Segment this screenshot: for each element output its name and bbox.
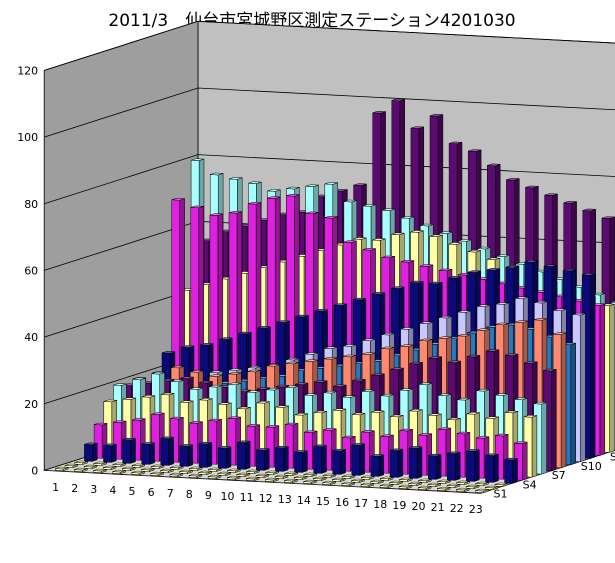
bar (123, 438, 136, 463)
bar (409, 446, 422, 478)
x-tick-label: 18 (373, 498, 387, 511)
bar (218, 446, 231, 468)
x-tick-label: 4 (109, 484, 116, 497)
bar (275, 446, 288, 471)
bar (390, 449, 403, 478)
y-tick-label: 80 (24, 198, 38, 211)
bar (142, 442, 155, 464)
bar (505, 458, 518, 483)
x-tick-label: 11 (240, 491, 254, 504)
x-tick-label: 9 (205, 489, 212, 502)
x-tick-label: 10 (221, 490, 235, 503)
y-tick-label: 0 (31, 464, 38, 477)
bar (466, 449, 479, 481)
bar (104, 444, 117, 463)
x-tick-label: 15 (316, 495, 330, 508)
y-tick-label: 40 (24, 331, 38, 344)
x-tick-label: 23 (469, 503, 483, 516)
depth-tick-label: S7 (552, 469, 566, 482)
bar (161, 437, 174, 466)
depth-tick-label: S10 (581, 460, 602, 473)
x-tick-label: 2 (71, 482, 78, 495)
y-tick-label: 100 (17, 131, 38, 144)
bar (486, 454, 499, 483)
x-tick-label: 19 (392, 499, 406, 512)
bar (199, 442, 212, 467)
bar (428, 454, 441, 479)
bar (371, 454, 384, 476)
y-tick-label: 20 (24, 398, 38, 411)
bar (295, 450, 308, 472)
y-axis-ticks: 0 20 40 60 80 100 120 (17, 64, 38, 477)
y-tick-label: 120 (17, 64, 38, 77)
bar (180, 444, 193, 466)
bar (314, 445, 327, 474)
x-tick-label: 7 (167, 487, 174, 500)
x-tick-label: 16 (335, 496, 349, 509)
depth-tick-label: S1 (494, 488, 508, 501)
x-tick-label: 5 (129, 485, 136, 498)
x-tick-label: 20 (412, 500, 426, 513)
x-tick-label: 3 (90, 483, 97, 496)
bar (447, 452, 460, 481)
y-tick-label: 60 (24, 264, 38, 277)
x-tick-label: 1 (52, 481, 59, 494)
depth-tick-label: S13 (610, 451, 615, 464)
bar (84, 443, 97, 462)
bar (333, 449, 346, 474)
x-tick-label: 8 (186, 488, 193, 501)
bar (237, 441, 250, 470)
x-tick-label: 13 (278, 493, 292, 506)
x-tick-label: 17 (354, 497, 368, 510)
x-tick-label: 22 (450, 502, 464, 515)
x-tick-label: 21 (431, 501, 445, 514)
x-tick-label: 12 (259, 492, 273, 505)
depth-tick-label: S4 (523, 478, 537, 491)
x-tick-label: 14 (297, 494, 311, 507)
bar (352, 443, 365, 475)
x-tick-label: 6 (148, 486, 155, 499)
bar (256, 448, 269, 470)
